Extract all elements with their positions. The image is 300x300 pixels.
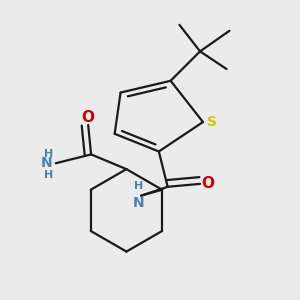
- Text: H: H: [134, 181, 143, 191]
- Text: O: O: [201, 176, 214, 191]
- Text: N: N: [41, 156, 53, 170]
- Text: O: O: [82, 110, 95, 125]
- Text: N: N: [132, 196, 144, 210]
- Text: H: H: [44, 170, 53, 180]
- Text: H: H: [44, 149, 53, 159]
- Text: S: S: [207, 115, 217, 129]
